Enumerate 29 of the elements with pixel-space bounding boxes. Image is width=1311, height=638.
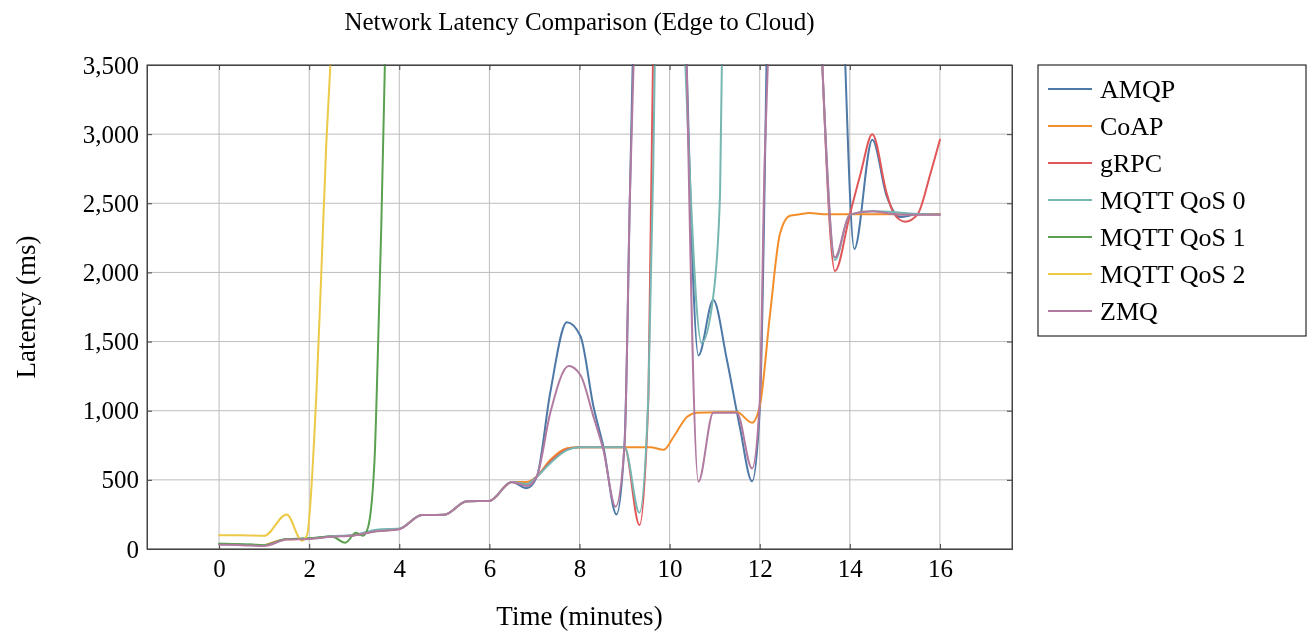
y-tick-label: 0	[126, 535, 139, 563]
y-tick-label: 2,000	[82, 258, 139, 286]
chart-title: Network Latency Comparison (Edge to Cloud)	[344, 8, 815, 36]
y-tick-label: 3,500	[82, 51, 139, 79]
legend-label: gRPC	[1100, 149, 1163, 178]
x-axis-title: Time (minutes)	[496, 601, 663, 631]
y-tick-label: 1,000	[82, 397, 139, 425]
legend-label: MQTT QoS 2	[1100, 260, 1246, 289]
x-tick-label: 6	[483, 554, 497, 582]
x-tick-label: 8	[573, 554, 587, 582]
line-series	[218, 64, 332, 542]
x-tick-label: 2	[303, 554, 316, 582]
x-tick-label: 4	[393, 554, 407, 582]
legend-label: ZMQ	[1100, 297, 1158, 326]
x-tick-label: 12	[747, 554, 773, 582]
x-tick-label: 0	[213, 554, 226, 582]
x-tick-label: 10	[657, 554, 683, 582]
legend-label: MQTT QoS 1	[1100, 223, 1246, 252]
x-tick-label: 16	[927, 554, 953, 582]
legend-label: AMQP	[1100, 75, 1176, 104]
x-tick-label: 14	[837, 554, 864, 582]
y-tick-label: 3,000	[82, 120, 139, 148]
line-series	[218, 64, 386, 547]
legend-label: MQTT QoS 0	[1100, 186, 1246, 215]
legend-label: CoAP	[1100, 112, 1164, 141]
y-axis-title: Latency (ms)	[11, 235, 41, 379]
y-tick-label: 2,500	[82, 189, 139, 217]
y-tick-label: 500	[101, 466, 139, 494]
y-tick-label: 1,500	[82, 328, 139, 356]
